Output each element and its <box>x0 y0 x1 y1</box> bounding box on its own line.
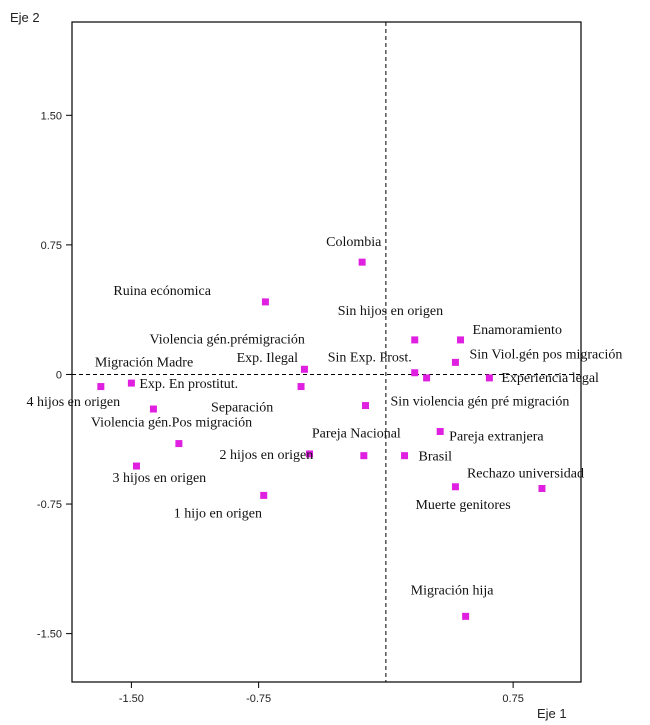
point-2-hijos-en-origen <box>306 450 314 458</box>
point-sin-violencia-gen-pre-migracion <box>362 402 370 410</box>
y-tick-label: 0.75 <box>41 240 62 252</box>
data-points <box>97 258 546 620</box>
y-tick-label: 0 <box>56 369 62 381</box>
data-labels: Colombia Ruina ecónomica Sin hijos en orig… <box>26 235 622 598</box>
point-experiencia-legal <box>485 374 493 382</box>
point-migracion-hija <box>462 612 470 620</box>
y-tick-label: 1.50 <box>41 110 62 122</box>
point-colombia <box>358 258 366 266</box>
point-4-hijos-en-origen <box>149 405 157 413</box>
point-enamoramiento <box>457 336 465 344</box>
label-1-hijo-en-origen: 1 hijo en origen <box>174 506 262 521</box>
y-tick-label: -0.75 <box>37 499 62 511</box>
label-ruina-economica: Ruina ecónomica <box>113 284 211 299</box>
label-sin-hijos-en-origen: Sin hijos en origen <box>338 304 443 319</box>
label-2-hijos-en-origen: 2 hijos en origen <box>220 448 314 463</box>
label-sin-viol-gen-pos-migracion: Sin Viol.gén pos migración <box>469 347 622 362</box>
point-1-hijo-en-origen <box>260 491 268 499</box>
point-muerte-genitores <box>451 483 459 491</box>
plot-frame <box>71 21 582 683</box>
label-colombia: Colombia <box>326 235 382 250</box>
x-tick-label: -1.50 <box>119 693 144 705</box>
point-separacion <box>297 383 305 391</box>
label-pareja-nacional: Pareja Nacional <box>312 427 401 442</box>
label-separacion: Separación <box>211 401 273 416</box>
label-3-hijos-en-origen: 3 hijos en origen <box>112 471 206 486</box>
label-muerte-genitores: Muerte genitores <box>415 498 510 513</box>
label-pareja-extranjera: Pareja extranjera <box>449 429 544 444</box>
point-pareja-nacional <box>360 452 368 460</box>
x-axis-title: Eje 1 <box>537 706 567 721</box>
y-axis-title: Eje 2 <box>10 10 40 25</box>
point-violencia-gen-premigracion <box>300 365 308 373</box>
point-migracion-madre <box>97 383 105 391</box>
point-exp-en-prostitut <box>127 379 135 387</box>
point-rechazo-universidad <box>538 484 546 492</box>
reference-lines <box>72 22 581 682</box>
point-sin-viol-gen-pos-migracion <box>451 358 459 366</box>
y-tick-label: -1.50 <box>37 629 62 641</box>
label-sin-exp-prost: Sin Exp. Prost. <box>328 351 412 366</box>
label-migracion-hija: Migración hija <box>411 583 495 598</box>
x-tick-label: 0.75 <box>502 693 523 705</box>
label-exp-en-prostitut: Exp. En prostitut. <box>139 377 238 392</box>
x-tick-label: -0.75 <box>246 693 271 705</box>
point-ruina-economica <box>261 298 269 306</box>
point-violencia-gen-pos-migracion <box>175 440 183 448</box>
label-sin-violencia-gen-pre-migracion: Sin violencia gén pré migración <box>391 395 570 410</box>
label-rechazo-universidad: Rechazo universidad <box>467 466 584 481</box>
label-enamoramiento: Enamoramiento <box>473 323 562 338</box>
label-migracion-madre: Migración Madre <box>95 356 193 371</box>
label-brasil: Brasil <box>419 450 453 465</box>
label-4-hijos-en-origen: 4 hijos en origen <box>26 395 120 410</box>
point-exp-ilegal <box>423 374 431 382</box>
label-exp-ilegal: Exp. Ilegal <box>237 351 299 366</box>
axis-ticks: -1.50 -0.75 0.75 1.50 0.75 0 -0.75 -1.50 <box>37 110 524 705</box>
point-brasil <box>401 452 409 460</box>
label-violencia-gen-pos-migracion: Violencia gén.Pos migración <box>91 416 252 431</box>
point-3-hijos-en-origen <box>132 462 140 470</box>
label-violencia-gen-premigracion: Violencia gén.prémigración <box>149 332 304 347</box>
point-sin-exp-prost <box>411 369 419 377</box>
label-experiencia-legal: Experiencia legal <box>501 371 599 386</box>
point-sin-hijos-en-origen <box>411 336 419 344</box>
point-pareja-extranjera <box>436 427 444 435</box>
